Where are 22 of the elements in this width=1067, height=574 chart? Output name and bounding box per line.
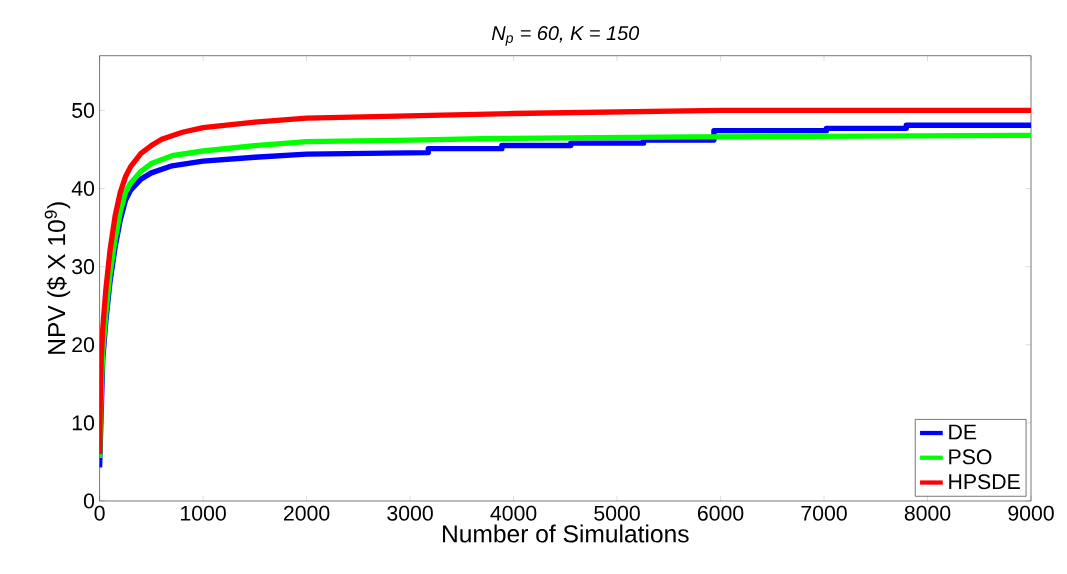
x-tick-label: 2000 (284, 505, 330, 521)
x-tick-label: 8000 (904, 505, 951, 521)
y-tick-label: 20 (72, 337, 95, 353)
x-axis-title: Number of Simulations (443, 524, 689, 543)
x-tick-label: 3000 (387, 505, 433, 521)
y-tick-label: 40 (71, 180, 95, 197)
y-axis-title: NPV ($ X 10$^{9}$) (44, 202, 71, 354)
chart-title: N$_{p}$ = 60, K = 150 (491, 26, 640, 46)
y-tick-label: 0 (83, 493, 95, 509)
y-tick-label: 50 (72, 102, 95, 118)
y-tick-label: 30 (72, 259, 95, 275)
x-tick-label: 7000 (801, 505, 847, 521)
x-tick-label: 5000 (594, 505, 640, 521)
x-tick-label: 9000 (1008, 505, 1054, 521)
x-tick-label: 1000 (181, 505, 226, 521)
legend-label: HPSDE (949, 474, 1020, 490)
y-tick-label: 10 (72, 415, 95, 431)
legend-label: PSO (949, 449, 992, 465)
x-tick-label: 4000 (490, 505, 537, 521)
x-tick-label: 6000 (697, 505, 744, 521)
x-tick-label: 0 (94, 505, 105, 521)
legend-label: DE (949, 424, 977, 440)
